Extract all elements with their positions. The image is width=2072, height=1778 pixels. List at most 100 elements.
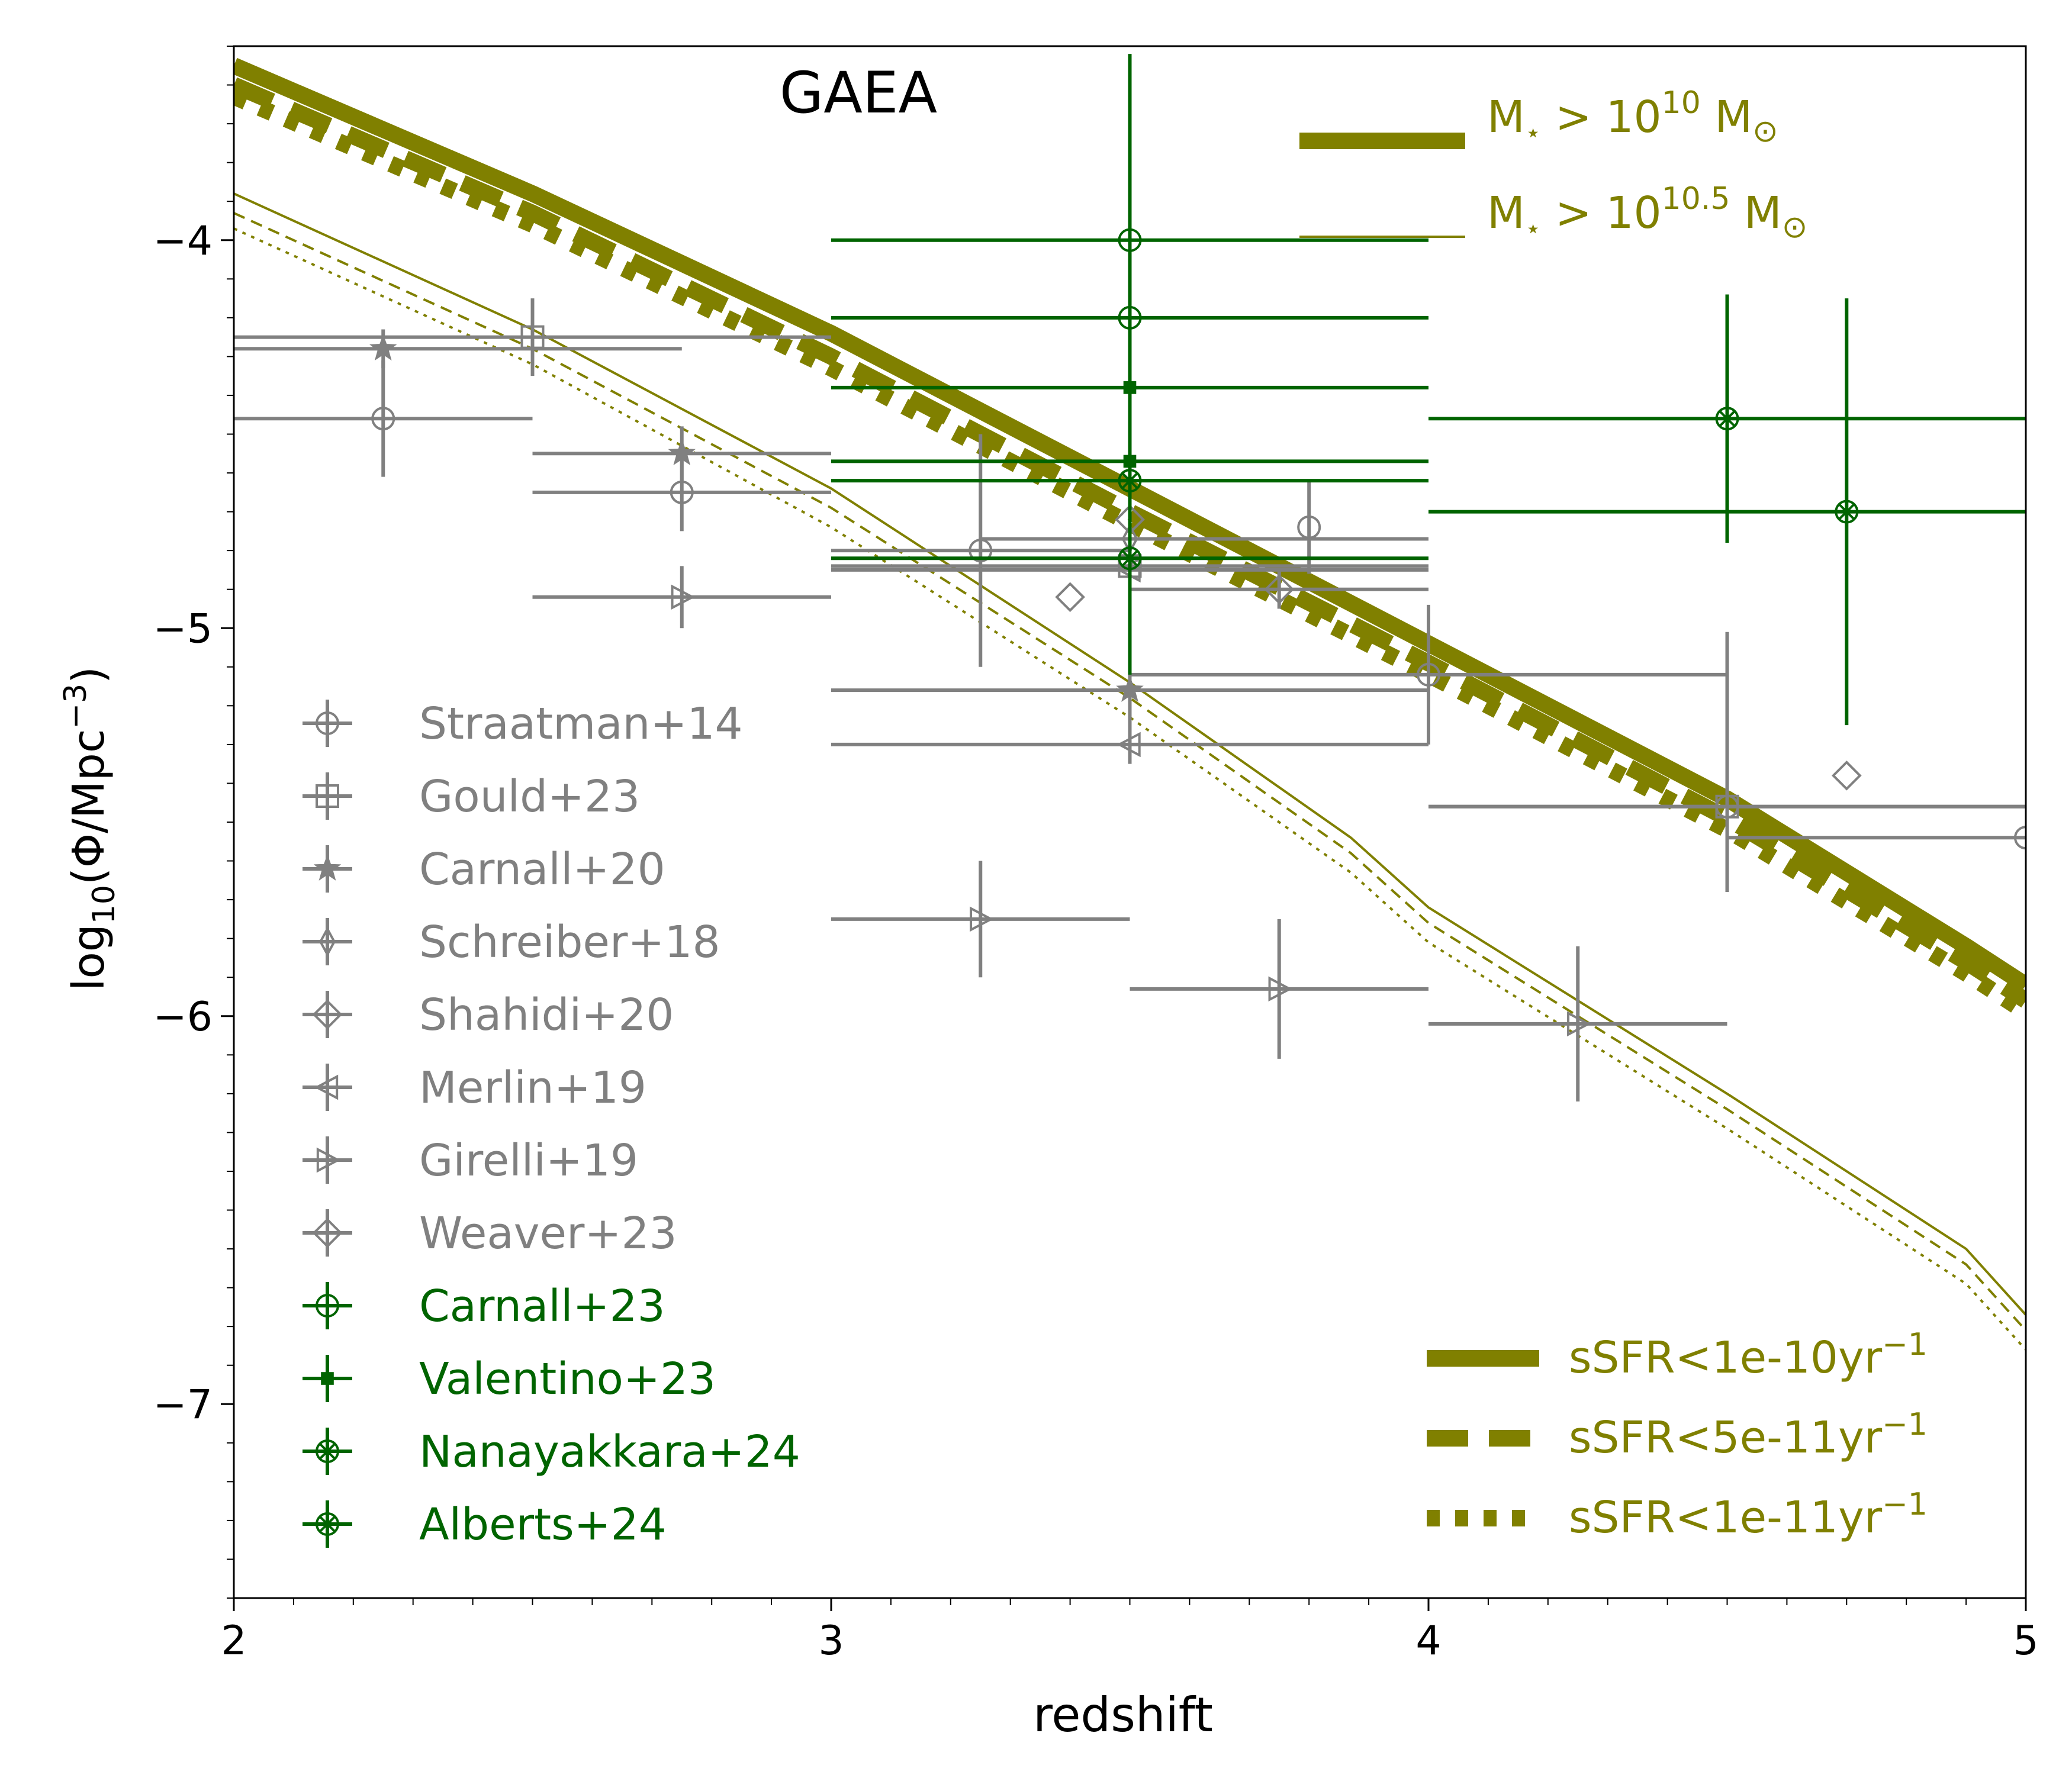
y-tick-label: −7 xyxy=(153,1381,213,1428)
ssfr-legend-part: sSFR<1e-11yr xyxy=(1569,1492,1883,1543)
point-merlin-19-0 xyxy=(1117,732,1141,758)
point-alberts-24-1-cross-b xyxy=(1719,410,1736,427)
y-tick-label: −4 xyxy=(153,218,213,265)
ssfr-legend-label: sSFR<1e-10yr−1 xyxy=(1569,1327,1928,1383)
point-straatman-14-1 xyxy=(670,480,694,504)
legend-marker-1 xyxy=(316,784,339,808)
x-tick-label: 2 xyxy=(221,1618,246,1664)
mass-legend-sub: ⊙ xyxy=(1752,114,1778,149)
legend-marker-0 xyxy=(316,711,339,735)
mass-legend-label: M⋆ > 1010 M⊙ xyxy=(1487,85,1778,149)
ssfr-legend-exp: −1 xyxy=(1882,1327,1928,1363)
mass-legend-part: M xyxy=(1701,92,1752,143)
legend-marker-6 xyxy=(316,1147,341,1173)
y-axis-label: log10(Φ/Mpc−3) xyxy=(58,666,122,991)
ssfr-legend-part: sSFR<1e-10yr xyxy=(1569,1332,1883,1383)
point-girelli-19-0 xyxy=(671,584,696,610)
ssfr-legend-exp: −1 xyxy=(1882,1487,1928,1522)
x-tick-label: 4 xyxy=(1415,1618,1441,1664)
ssfr-legend: sSFR<1e-10yr−1sSFR<5e-11yr−1sSFR<1e-11yr… xyxy=(1427,1327,1928,1543)
legend-label: Shahidi+20 xyxy=(419,990,674,1041)
mass-legend-sub: ⊙ xyxy=(1782,210,1808,245)
legend-label: Gould+23 xyxy=(419,771,640,822)
point-alberts-24-1 xyxy=(1715,407,1739,431)
legend-marker-10 xyxy=(316,1439,339,1463)
point-valentino-23-0 xyxy=(1123,381,1137,394)
point-carnall-20-1 xyxy=(668,439,696,466)
mass-legend-sub: ⋆ xyxy=(1525,214,1542,244)
legend-label: Schreiber+18 xyxy=(419,917,720,968)
model-curve-dotted-mass-10 xyxy=(234,89,2026,1019)
y-axis-label-part: ) xyxy=(63,666,114,684)
legend-label: Weaver+23 xyxy=(419,1208,677,1259)
series-alberts-24 xyxy=(831,294,2026,726)
legend-marker-5 xyxy=(314,1074,339,1100)
point-shahidi-20-0 xyxy=(1055,582,1085,613)
mass-legend-part: M xyxy=(1487,188,1525,239)
series-shahidi-20 xyxy=(1055,582,1862,791)
point-alberts-24-2-cross-b xyxy=(1838,503,1855,520)
point-girelli-19-1 xyxy=(970,906,994,932)
mass-legend-exp: 10.5 xyxy=(1662,181,1730,217)
y-axis-label-part: log xyxy=(63,924,114,991)
legend-label: Nanayakkara+24 xyxy=(419,1426,800,1477)
legend-marker-2 xyxy=(313,854,342,881)
point-gould-23-2 xyxy=(1715,794,1739,819)
model-curve-dashed-mass-10 xyxy=(234,77,2026,1008)
mass-legend-label: M⋆ > 1010.5 M⊙ xyxy=(1487,181,1807,245)
point-weaver-23-1 xyxy=(1264,574,1295,605)
mass-legend: M⋆ > 1010 M⊙M⋆ > 1010.5 M⊙ xyxy=(1299,85,1807,245)
ssfr-legend-part: sSFR<5e-11yr xyxy=(1569,1412,1883,1463)
legend-marker-10-cross-b xyxy=(318,1442,336,1460)
legend-label: Merlin+19 xyxy=(419,1062,646,1113)
point-alberts-24-0 xyxy=(1118,469,1142,493)
point-straatman-14-6 xyxy=(2014,826,2026,850)
series-schreiber-18 xyxy=(980,461,1428,617)
legend-label: Carnall+23 xyxy=(419,1281,665,1332)
point-carnall-23-1 xyxy=(1118,305,1142,330)
point-shahidi-20-1 xyxy=(1831,761,1862,791)
mass-legend-part: > 10 xyxy=(1541,92,1661,143)
point-girelli-19-2 xyxy=(1268,976,1293,1002)
legend-marker-7 xyxy=(312,1217,343,1248)
mass-legend-part: M xyxy=(1487,92,1525,143)
point-nanayakkara-24-0-cross-b xyxy=(1121,550,1138,567)
series-girelli-19 xyxy=(532,566,1727,1101)
legend-label: Valentino+23 xyxy=(419,1354,716,1405)
legend-label: Straatman+14 xyxy=(419,698,743,749)
model-curve-dashed-mass-10_5 xyxy=(234,212,2026,1332)
ssfr-legend-exp: −1 xyxy=(1882,1407,1928,1442)
point-carnall-20-0 xyxy=(369,334,397,361)
legends: Straatman+14 Gould+23 Carnall+20 Schreiber+… xyxy=(303,85,1928,1550)
point-carnall-20-2 xyxy=(1116,675,1144,702)
legend-marker-11-cross-b xyxy=(318,1515,336,1533)
legend-marker-11 xyxy=(316,1512,339,1536)
x-axis-label: redshift xyxy=(1033,1687,1213,1742)
mass-legend-sub: ⋆ xyxy=(1525,118,1542,148)
point-carnall-23-0 xyxy=(1118,228,1142,252)
x-tick-label: 3 xyxy=(818,1618,844,1664)
legend-marker-3 xyxy=(319,926,336,957)
y-tick-label: −5 xyxy=(153,605,213,652)
ssfr-legend-label: sSFR<1e-11yr−1 xyxy=(1569,1487,1928,1543)
point-straatman-14-4 xyxy=(1417,662,1440,687)
legend-marker-8 xyxy=(316,1294,339,1318)
point-nanayakkara-24-0 xyxy=(1118,546,1142,571)
y-axis-label-sub: 10 xyxy=(86,885,122,924)
model-curve-solid-mass-10_5 xyxy=(234,192,2026,1316)
point-girelli-19-3 xyxy=(1567,1011,1591,1037)
chart-title: GAEA xyxy=(780,60,937,126)
legend-marker-9 xyxy=(321,1372,334,1385)
point-alberts-24-2 xyxy=(1835,500,1859,524)
data-legend: Straatman+14 Gould+23 Carnall+20 Schreiber+… xyxy=(303,698,800,1550)
series-nanayakkara-24 xyxy=(831,442,1428,675)
y-axis-label-part: (Φ/Mpc xyxy=(63,729,114,885)
mass-legend-exp: 10 xyxy=(1662,85,1701,121)
legend-label: Alberts+24 xyxy=(419,1499,667,1550)
x-tick-label: 5 xyxy=(2013,1618,2038,1664)
point-alberts-24-0-cross-b xyxy=(1121,472,1138,489)
legend-label: Carnall+20 xyxy=(419,844,665,895)
